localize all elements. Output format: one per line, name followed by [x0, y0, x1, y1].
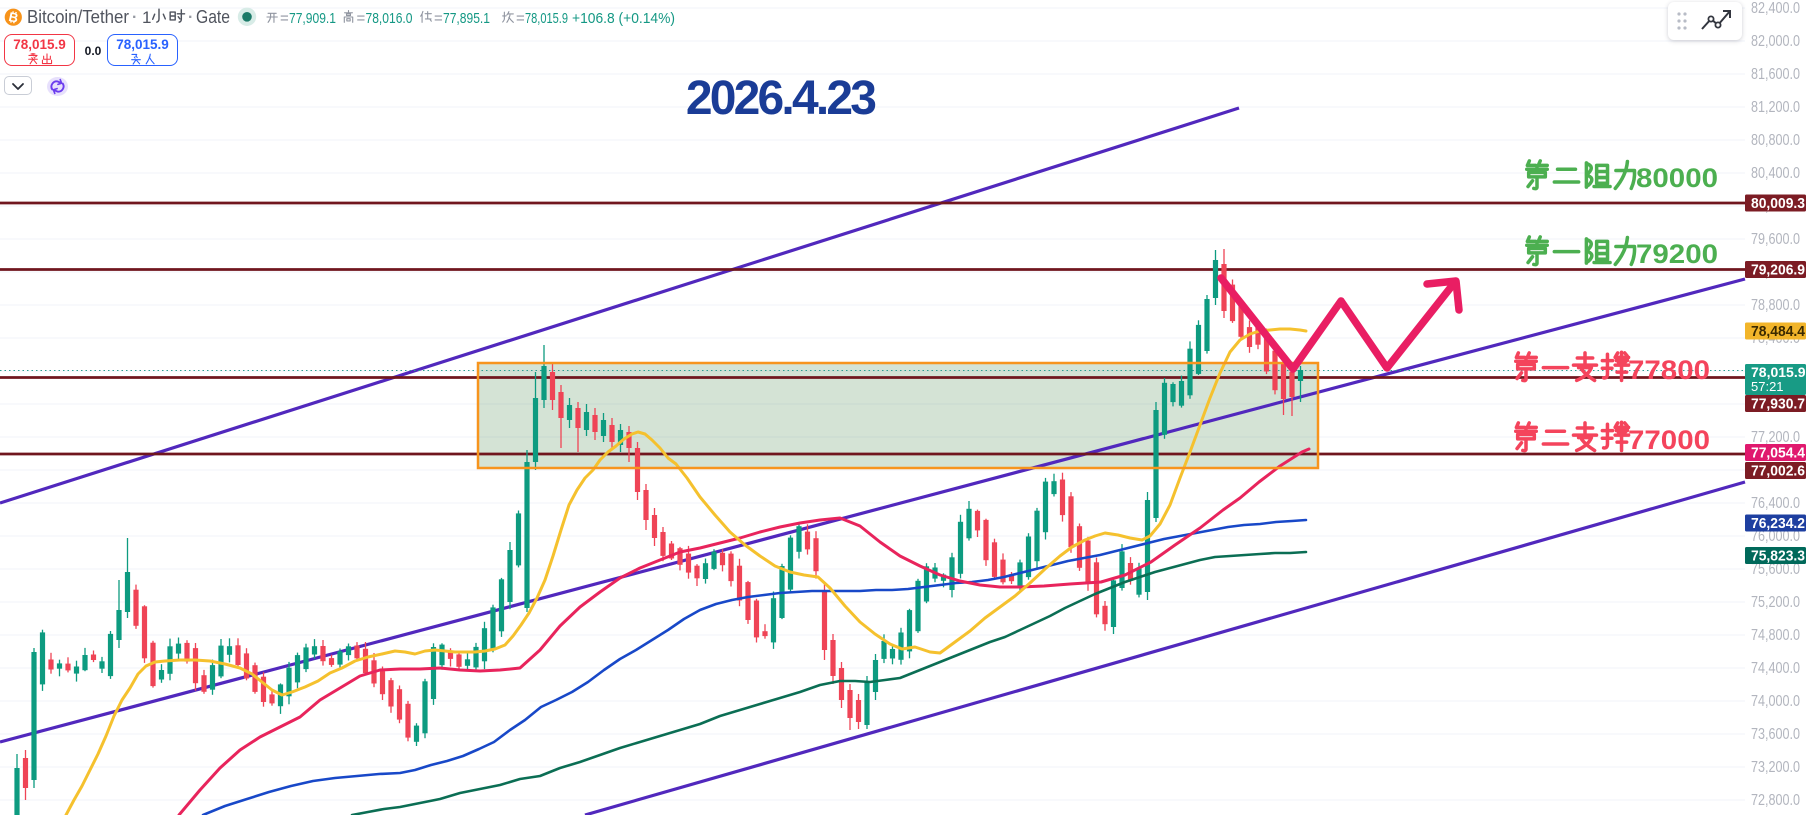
- svg-text:=: =: [280, 10, 289, 27]
- svg-text:82,400.0: 82,400.0: [1751, 0, 1800, 17]
- svg-text:80,400.0: 80,400.0: [1751, 165, 1800, 182]
- svg-text:76,234.2: 76,234.2: [1751, 515, 1805, 532]
- svg-text:·: ·: [188, 9, 193, 26]
- svg-text:79200: 79200: [1636, 239, 1718, 269]
- svg-text:77,895.1: 77,895.1: [443, 10, 490, 27]
- svg-text:78,484.4: 78,484.4: [1751, 323, 1806, 340]
- svg-text:77,054.4: 77,054.4: [1751, 445, 1806, 462]
- svg-text:77,200.0: 77,200.0: [1751, 429, 1800, 446]
- svg-text:77,002.6: 77,002.6: [1751, 463, 1805, 480]
- svg-text:Bitcoin/Tether: Bitcoin/Tether: [27, 7, 129, 27]
- svg-text:2026.4.23: 2026.4.23: [686, 72, 875, 125]
- svg-text:=: =: [516, 10, 525, 27]
- svg-text:75,823.3: 75,823.3: [1751, 548, 1805, 565]
- svg-text:72,800.0: 72,800.0: [1751, 792, 1800, 809]
- svg-text:81,200.0: 81,200.0: [1751, 99, 1800, 116]
- svg-text:77,930.7: 77,930.7: [1751, 396, 1805, 413]
- svg-text:57:21: 57:21: [1751, 379, 1784, 394]
- svg-text:79,206.9: 79,206.9: [1751, 262, 1805, 279]
- svg-text:76,400.0: 76,400.0: [1751, 495, 1800, 512]
- svg-text:79,600.0: 79,600.0: [1751, 231, 1800, 248]
- svg-text:1: 1: [142, 8, 151, 27]
- svg-text:·: ·: [132, 9, 137, 26]
- svg-text:80,800.0: 80,800.0: [1751, 132, 1800, 149]
- svg-text:78,800.0: 78,800.0: [1751, 297, 1800, 314]
- svg-text:73,200.0: 73,200.0: [1751, 759, 1800, 776]
- svg-text:=: =: [357, 10, 366, 27]
- svg-text:+106.8 (+0.14%): +106.8 (+0.14%): [572, 10, 675, 27]
- svg-text:73,600.0: 73,600.0: [1751, 726, 1800, 743]
- svg-text:81,600.0: 81,600.0: [1751, 66, 1800, 83]
- svg-text:=: =: [434, 10, 443, 27]
- svg-text:82,000.0: 82,000.0: [1751, 33, 1800, 50]
- svg-text:74,000.0: 74,000.0: [1751, 693, 1800, 710]
- svg-text:77800: 77800: [1628, 355, 1710, 385]
- svg-text:77000: 77000: [1628, 425, 1710, 455]
- svg-text:78,016.0: 78,016.0: [366, 10, 413, 27]
- svg-text:80,009.3: 80,009.3: [1751, 195, 1805, 212]
- svg-text:77,909.1: 77,909.1: [289, 10, 336, 27]
- svg-text:74,800.0: 74,800.0: [1751, 627, 1800, 644]
- svg-text:75,200.0: 75,200.0: [1751, 594, 1800, 611]
- svg-text:75,600.0: 75,600.0: [1751, 561, 1800, 578]
- svg-text:80000: 80000: [1636, 163, 1718, 193]
- svg-text:Gate: Gate: [196, 7, 230, 27]
- svg-text:78,015.9: 78,015.9: [525, 10, 568, 27]
- svg-text:74,400.0: 74,400.0: [1751, 660, 1800, 677]
- svg-text:78,015.9: 78,015.9: [1751, 364, 1806, 380]
- svg-text:76,000.0: 76,000.0: [1751, 528, 1800, 545]
